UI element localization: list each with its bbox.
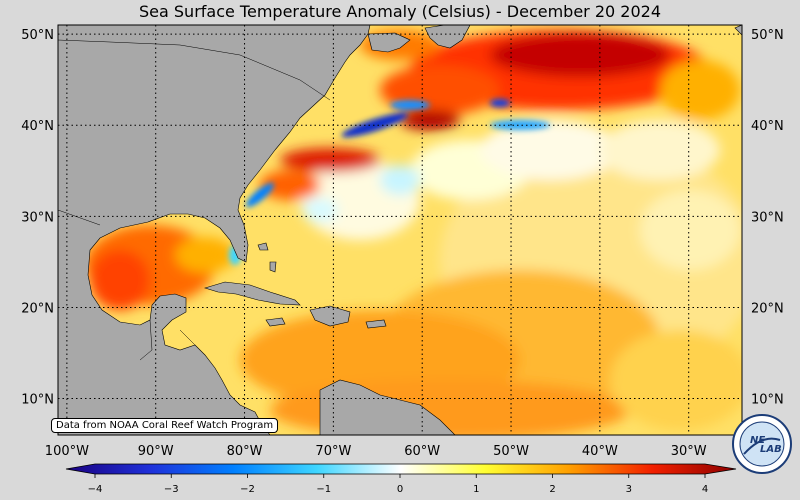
colorbar-tick-label: −1 bbox=[316, 484, 331, 495]
map-title: Sea Surface Temperature Anomaly (Celsius… bbox=[139, 2, 661, 21]
colorbar-tick-label: 0 bbox=[397, 484, 403, 495]
longitude-label: 30°W bbox=[671, 444, 707, 459]
longitude-labels: 100°W 90°W 80°W 70°W 60°W 50°W 40°W 30°W bbox=[45, 444, 707, 459]
svg-text:NE: NE bbox=[750, 435, 765, 446]
longitude-label: 70°W bbox=[315, 444, 351, 459]
longitude-label: 80°W bbox=[227, 444, 263, 459]
latitude-label: 40°N bbox=[751, 119, 784, 134]
colorbar-gradient bbox=[65, 463, 737, 475]
longitude-label: 90°W bbox=[138, 444, 174, 459]
latitude-label: 10°N bbox=[751, 393, 784, 408]
nesdis-lab-logo: NE LAB bbox=[732, 414, 792, 474]
latitude-label: 40°N bbox=[21, 119, 54, 134]
longitude-label: 60°W bbox=[404, 444, 440, 459]
colorbar-tick-label: 2 bbox=[549, 484, 555, 495]
latitude-labels-right: 50°N 40°N 30°N 20°N 10°N bbox=[751, 28, 784, 407]
colorbar-tick-label: −4 bbox=[88, 484, 103, 495]
latitude-label: 30°N bbox=[751, 210, 784, 225]
latitude-label: 10°N bbox=[21, 393, 54, 408]
longitude-label: 40°W bbox=[582, 444, 618, 459]
latitude-label: 50°N bbox=[21, 28, 54, 43]
graticule bbox=[58, 25, 742, 435]
longitude-label: 100°W bbox=[45, 444, 89, 459]
longitude-label: 50°W bbox=[493, 444, 529, 459]
colorbar-tick-label: 1 bbox=[473, 484, 479, 495]
latitude-labels-left: 50°N 40°N 30°N 20°N 10°N bbox=[21, 28, 54, 407]
svg-text:LAB: LAB bbox=[760, 444, 782, 455]
landmasses bbox=[57, 24, 743, 436]
borders bbox=[57, 39, 331, 361]
colorbar-tick-label: 3 bbox=[626, 484, 632, 495]
latitude-label: 20°N bbox=[751, 301, 784, 316]
map-frame bbox=[57, 24, 743, 436]
colorbar-tick-label: 4 bbox=[702, 484, 708, 495]
data-source-note: Data from NOAA Coral Reef Watch Program bbox=[51, 418, 279, 433]
colorbar-tick-label: −3 bbox=[164, 484, 179, 495]
colorbar-tick-label: −2 bbox=[240, 484, 255, 495]
latitude-label: 30°N bbox=[21, 210, 54, 225]
latitude-label: 50°N bbox=[751, 28, 784, 43]
sst-field bbox=[58, 25, 742, 435]
latitude-label: 20°N bbox=[21, 301, 54, 316]
colorbar: −4 −3 −2 −1 0 1 2 3 4 bbox=[65, 463, 737, 495]
